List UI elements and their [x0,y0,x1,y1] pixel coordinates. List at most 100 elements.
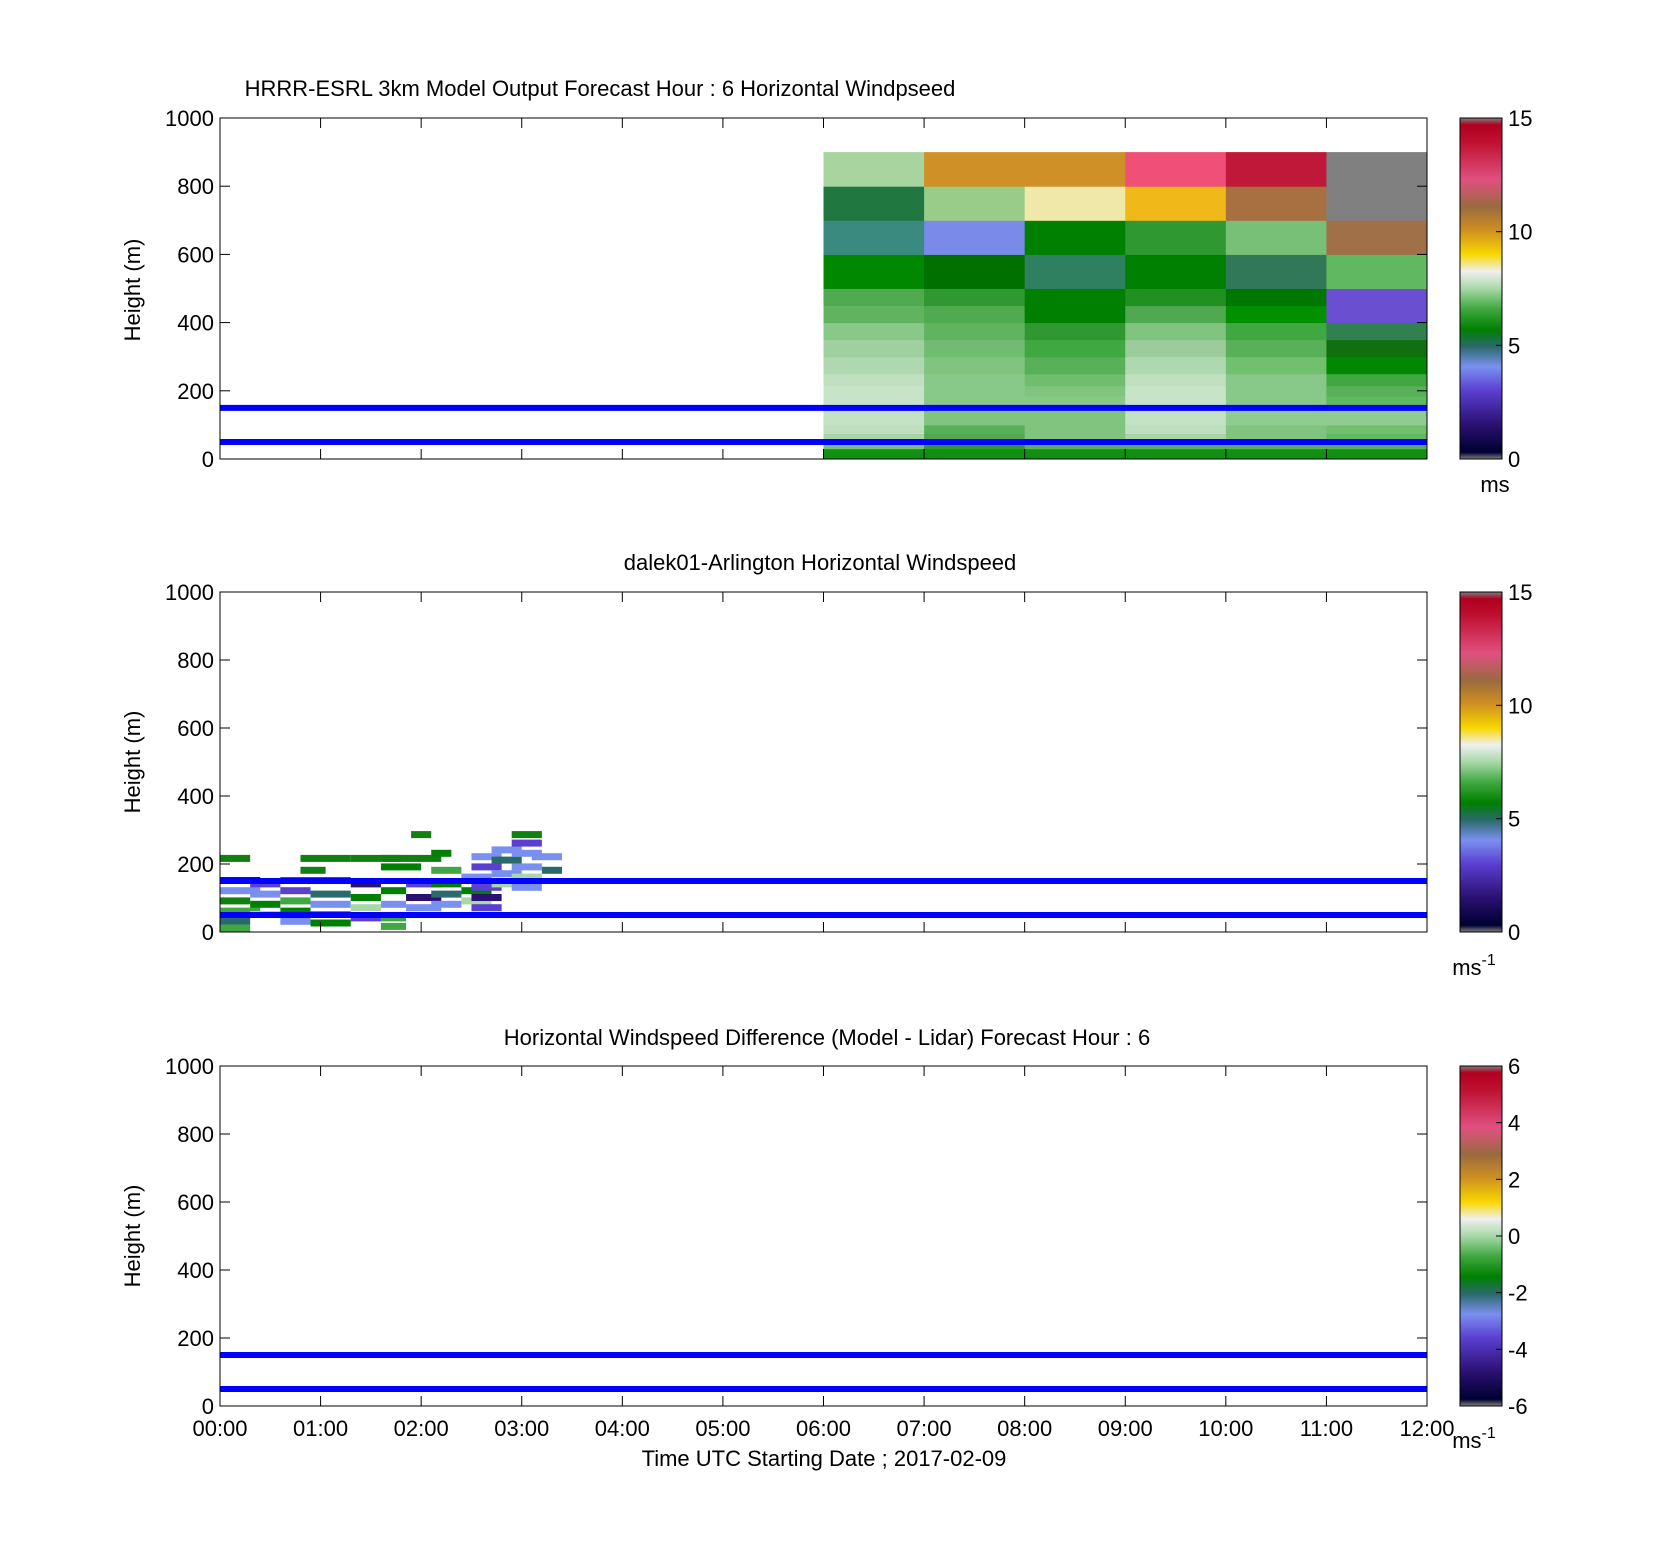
y-ticks: 0 200 400 600 800 1000 [165,106,1427,472]
heatmap-cell [924,152,1026,187]
lidar-sample [250,890,281,898]
colorbar-unit: ms-1 [1452,1425,1496,1453]
x-axis-label: Time UTC Starting Date ; 2017-02-09 [642,1446,1007,1471]
lidar-sample [491,856,522,864]
reference-lines [220,878,1427,918]
lidar-sample [461,873,492,881]
lidar-sample [280,917,311,925]
colorbar-tick-label: 0 [1508,920,1520,945]
y-tick-label: 800 [177,1122,214,1147]
heatmap-cell [823,448,925,460]
y-ticks: 0 200 400 600 800 1000 [165,580,1427,945]
heatmap-cell [1326,385,1428,397]
colorbar-tick-label: 0 [1508,447,1520,472]
lidar-sample [220,917,251,925]
lidar-sample [471,863,502,871]
colorbar-tick-label: 5 [1508,807,1520,832]
heatmap-cell [823,322,925,341]
heatmap-cell [1024,407,1126,426]
x-tick-label: 06:00 [796,1416,851,1441]
lidar-sample [300,854,351,862]
colorbar: 0 5 10 15 [1459,106,1532,472]
heatmap-cell [823,186,925,221]
lidar-sample [491,846,522,854]
heatmap-cell [1125,441,1227,450]
lidar-sample [300,866,326,874]
lidar-sample [220,854,251,862]
y-tick-label: 400 [177,1258,214,1283]
heatmap-cell [1326,186,1428,221]
heatmap-cell [1326,448,1428,460]
lidar-sample [280,897,311,905]
lidar-sample [431,866,462,874]
heatmap-cell [1326,322,1428,341]
y-tick-label: 400 [177,784,214,809]
heatmap-cell [1024,305,1126,324]
heatmap-cell [1125,186,1227,221]
heatmap-cell [1125,305,1227,324]
heatmap-cell [924,220,1026,255]
heatmap-cell [1125,424,1227,434]
y-tick-label: 1000 [165,1054,214,1079]
heatmap-cell [1024,322,1126,341]
heatmap-cell [1225,424,1327,434]
heatmap-cell [823,373,925,387]
heatmap-cell [823,339,925,358]
heatmap-cell [924,385,1026,397]
heatmap-cell [1225,433,1327,443]
heatmap-cell [1326,254,1428,289]
heatmap-cell [1326,433,1428,443]
lidar-sample [350,904,381,912]
lidar-sample [380,922,407,930]
colorbar-gradient [1459,117,1503,460]
heatmap-cell [823,254,925,289]
lidar-sample [541,866,562,874]
heatmap-cell [1225,186,1327,221]
x-tick-label: 01:00 [293,1416,348,1441]
heatmap-cell [1225,305,1327,324]
heatmap-cell [1024,339,1126,358]
heatmap-cell [924,305,1026,324]
panel-difference: Horizontal Windspeed Difference (Model -… [120,1025,1528,1471]
lidar-sample [431,849,452,857]
y-tick-label: 200 [177,1326,214,1351]
heatmap-cell [1024,220,1126,255]
colorbar-gradient [1459,1065,1503,1407]
heatmap-cell [1024,433,1126,443]
lidar-sample [511,831,542,839]
y-tick-label: 600 [177,242,214,267]
y-tick-label: 600 [177,716,214,741]
lidar-sample [511,863,542,871]
heatmap-cell [823,356,925,375]
panel-title: Horizontal Windspeed Difference (Model -… [504,1025,1150,1050]
heatmap-cell [924,373,1026,387]
heatmap-cell [1125,288,1227,307]
colorbar-unit: ms [1480,472,1509,497]
lidar-sample [220,924,251,932]
heatmap-cell [1326,152,1428,187]
heatmap-cell [823,424,925,434]
heatmap-cell [1125,385,1227,397]
heatmap-cell [1225,152,1327,187]
heatmap-cell [1024,424,1126,434]
lidar-sample [431,900,462,908]
colorbar-tick-label: 15 [1508,106,1532,131]
y-tick-label: 400 [177,311,214,336]
lidar-sample [431,890,462,898]
y-tick-label: 200 [177,379,214,404]
lidar-sample [280,907,311,915]
heatmap-cell [1225,356,1327,375]
colorbar-tick-label: 4 [1508,1111,1520,1136]
y-axis-label: Height (m) [120,1185,145,1288]
lidar-sample [380,863,422,871]
panel-title: dalek01-Arlington Horizontal Windspeed [624,550,1017,575]
y-tick-label: 0 [202,447,214,472]
heatmap-cell [1125,356,1227,375]
heatmap-cell [823,441,925,450]
heatmap-cell [1225,407,1327,426]
colorbar-gradient [1459,591,1503,933]
x-ticks [219,592,1428,932]
heatmap-cell [1225,339,1327,358]
heatmap-cell [1125,220,1227,255]
y-tick-label: 800 [177,648,214,673]
